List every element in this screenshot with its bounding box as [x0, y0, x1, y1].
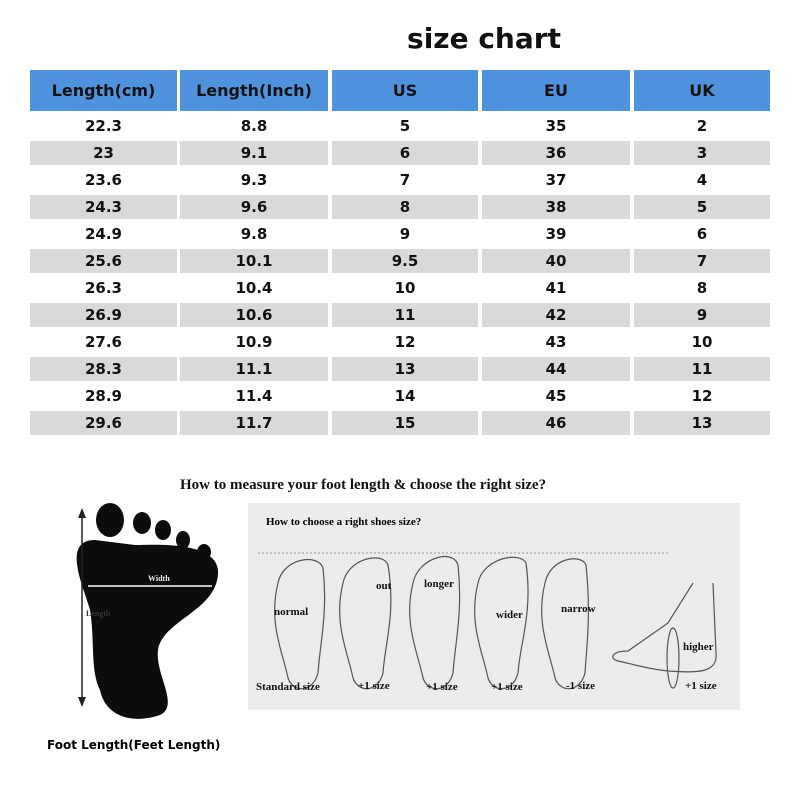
- column-header: EU: [482, 70, 630, 111]
- table-cell: 23.6: [84, 171, 122, 189]
- foot-length-caption: Foot Length(Feet Length): [47, 738, 221, 752]
- table-cell: 9: [634, 303, 770, 327]
- table-cell: 13: [332, 357, 478, 381]
- table-cell: 28.9: [84, 387, 122, 405]
- table-cell: 9: [399, 225, 411, 243]
- table-cell: 15: [332, 411, 478, 435]
- table-cell: 10: [691, 333, 713, 351]
- foot-size-longer: +1 size: [426, 681, 458, 693]
- foot-size-higher: +1 size: [685, 680, 717, 692]
- width-label: Width: [148, 574, 170, 583]
- table-cell: 4: [696, 171, 708, 189]
- table-cell: 12: [394, 333, 416, 351]
- foot-outlines-icon: [258, 552, 717, 690]
- table-cell: 8: [696, 279, 708, 297]
- table-cell: 40: [482, 249, 630, 273]
- table-cell: 6: [332, 141, 478, 165]
- table-cell: 37: [545, 171, 567, 189]
- table-cell: 24.9: [84, 225, 122, 243]
- column-1: Length(Inch) 8.8 9.1 9.3 9.6 9.8 10.1 10.4 10.6 1…: [180, 70, 328, 435]
- table-cell: 41: [545, 279, 567, 297]
- column-header: UK: [634, 70, 770, 111]
- table-cell: 43: [545, 333, 567, 351]
- foot-label-longer: longer: [424, 578, 454, 590]
- table-cell: 28.3: [30, 357, 177, 381]
- table-cell: 46: [482, 411, 630, 435]
- table-cell: 27.6: [84, 333, 122, 351]
- column-header: US: [332, 70, 478, 111]
- table-cell: 10: [394, 279, 416, 297]
- foot-label-narrow: narrow: [561, 603, 596, 615]
- table-cell: 39: [545, 225, 567, 243]
- foot-size-narrow: -1 size: [566, 680, 596, 692]
- table-cell: 14: [394, 387, 416, 405]
- foot-label-wider: wider: [496, 609, 523, 621]
- table-cell: 11: [332, 303, 478, 327]
- table-cell: 7: [634, 249, 770, 273]
- table-cell: 9.3: [240, 171, 268, 189]
- table-cell: 10.1: [180, 249, 328, 273]
- table-cell: 10.4: [235, 279, 273, 297]
- table-cell: 9.8: [240, 225, 268, 243]
- foot-size-normal: Standard size: [256, 681, 320, 693]
- table-cell: 35: [545, 117, 567, 135]
- table-cell: 7: [399, 171, 411, 189]
- foot-silhouette-icon: [76, 503, 219, 719]
- table-cell: 12: [691, 387, 713, 405]
- table-cell: 8.8: [240, 117, 268, 135]
- choose-size-title: How to choose a right shoes size?: [266, 516, 422, 528]
- length-label: Length: [86, 609, 111, 618]
- table-cell: 45: [545, 387, 567, 405]
- table-cell: 26.3: [84, 279, 122, 297]
- foot-label-normal: normal: [274, 606, 309, 618]
- table-cell: 29.6: [30, 411, 177, 435]
- foot-label-higher: higher: [683, 641, 714, 653]
- table-cell: 44: [482, 357, 630, 381]
- column-3: EU 35 36 37 38 39 40 41 42 43 44 45 46: [482, 70, 630, 435]
- table-cell: 11.1: [180, 357, 328, 381]
- table-cell: 36: [482, 141, 630, 165]
- foot-label-out: out: [376, 580, 392, 592]
- table-cell: 6: [696, 225, 708, 243]
- table-cell: 38: [482, 195, 630, 219]
- table-cell: 9.6: [180, 195, 328, 219]
- table-cell: 26.9: [30, 303, 177, 327]
- column-2: US 5 6 7 8 9 9.5 10 11 12 13 14 15: [332, 70, 478, 435]
- table-cell: 10.9: [235, 333, 273, 351]
- table-cell: 5: [634, 195, 770, 219]
- table-cell: 42: [482, 303, 630, 327]
- choose-size-panel: How to choose a right shoes size? normal…: [248, 503, 740, 710]
- table-cell: 13: [634, 411, 770, 435]
- measure-title: How to measure your foot length & choose…: [180, 477, 547, 493]
- column-4: UK 2 3 4 5 6 7 8 9 10 11 12 13: [634, 70, 770, 435]
- foot-size-wider: +1 size: [491, 681, 523, 693]
- table-cell: 9.1: [180, 141, 328, 165]
- table-cell: 8: [332, 195, 478, 219]
- table-cell: 23: [30, 141, 177, 165]
- column-header: Length(Inch): [180, 70, 328, 111]
- table-cell: 9.5: [332, 249, 478, 273]
- column-header: Length(cm): [30, 70, 177, 111]
- table-cell: 25.6: [30, 249, 177, 273]
- table-cell: 3: [634, 141, 770, 165]
- page-title: size chart: [407, 22, 561, 55]
- foot-size-out: +1 size: [358, 680, 390, 692]
- table-cell: 22.3: [84, 117, 122, 135]
- table-cell: 11.7: [180, 411, 328, 435]
- table-cell: 24.3: [30, 195, 177, 219]
- table-cell: 2: [696, 117, 708, 135]
- table-cell: 5: [399, 117, 411, 135]
- column-0: Length(cm) 22.3 23 23.6 24.3 24.9 25.6 26.3 26.9…: [30, 70, 177, 435]
- table-cell: 11: [634, 357, 770, 381]
- table-cell: 11.4: [235, 387, 273, 405]
- table-cell: 10.6: [180, 303, 328, 327]
